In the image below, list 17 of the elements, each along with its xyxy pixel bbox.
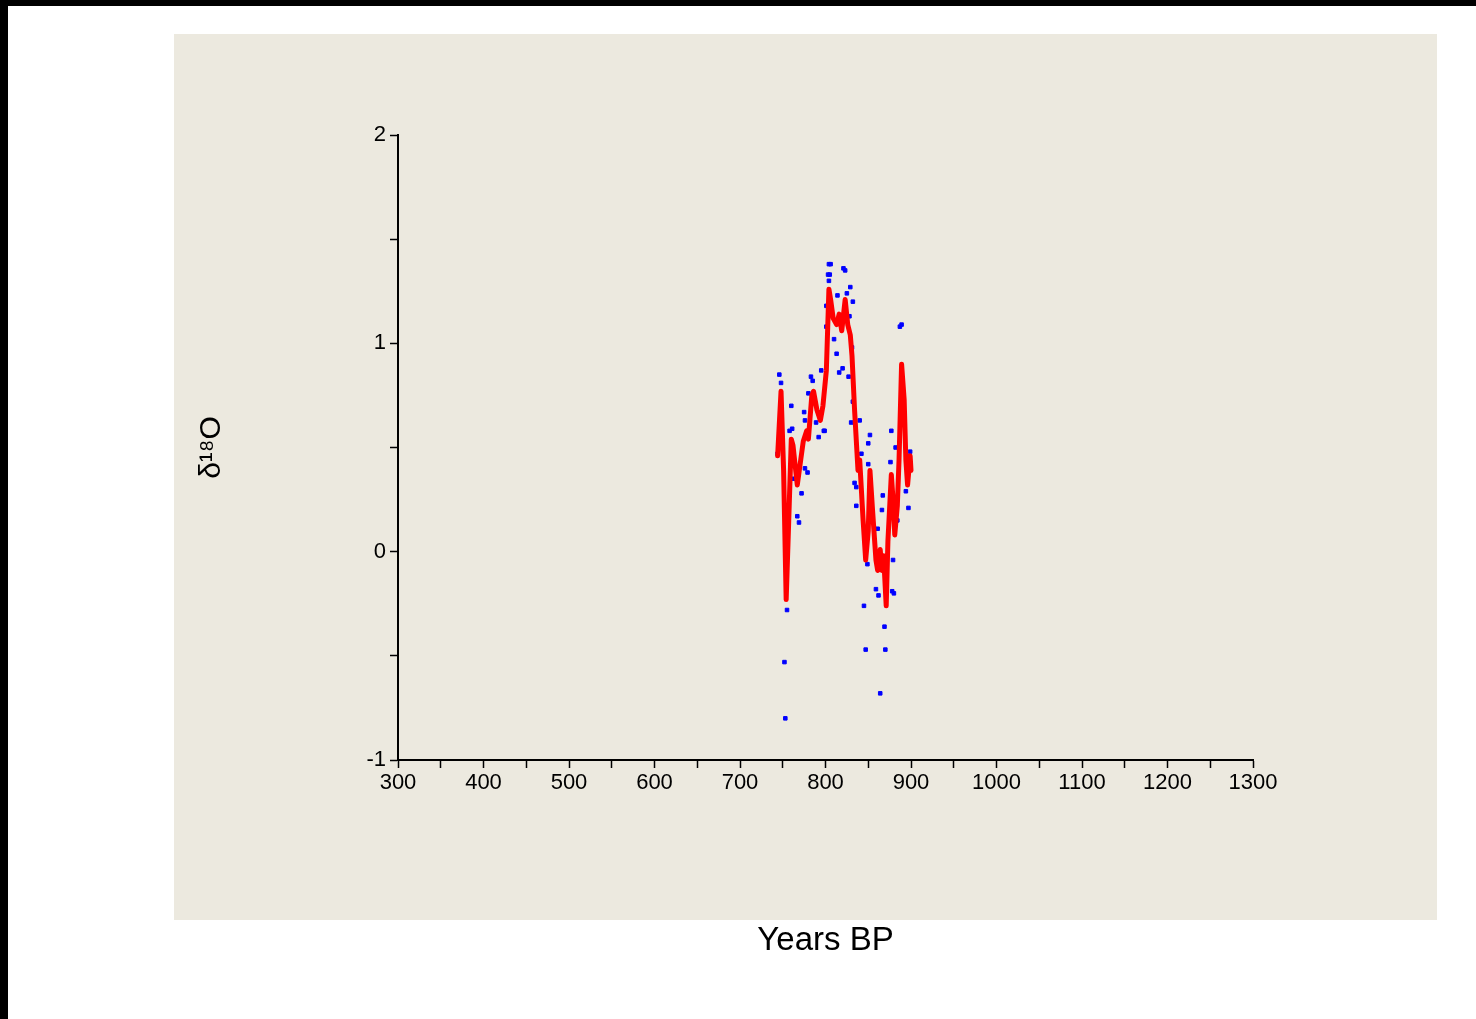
x-tick-label: 1200 — [1143, 769, 1192, 795]
x-tick-label: 1300 — [1228, 769, 1278, 795]
x-tick-label: 1000 — [972, 769, 1021, 795]
y-tick-label: 1 — [373, 329, 386, 355]
x-tick-label: 900 — [892, 769, 930, 795]
y-tick-label: 2 — [373, 121, 386, 147]
y-axis-title: δ¹⁸O — [193, 416, 227, 479]
x-tick-label: 400 — [465, 769, 502, 795]
y-tick-label: 0 — [373, 537, 386, 563]
x-axis-title: Years BP — [757, 920, 894, 958]
x-tick-label: 800 — [807, 769, 844, 795]
x-tick-label: 300 — [379, 769, 417, 795]
x-tick-label: 600 — [636, 769, 673, 795]
x-tick-label: 1100 — [1058, 769, 1106, 795]
x-tick-label: 700 — [721, 769, 759, 795]
x-tick-label: 500 — [550, 769, 588, 795]
y-tick-label: -1 — [366, 746, 386, 772]
